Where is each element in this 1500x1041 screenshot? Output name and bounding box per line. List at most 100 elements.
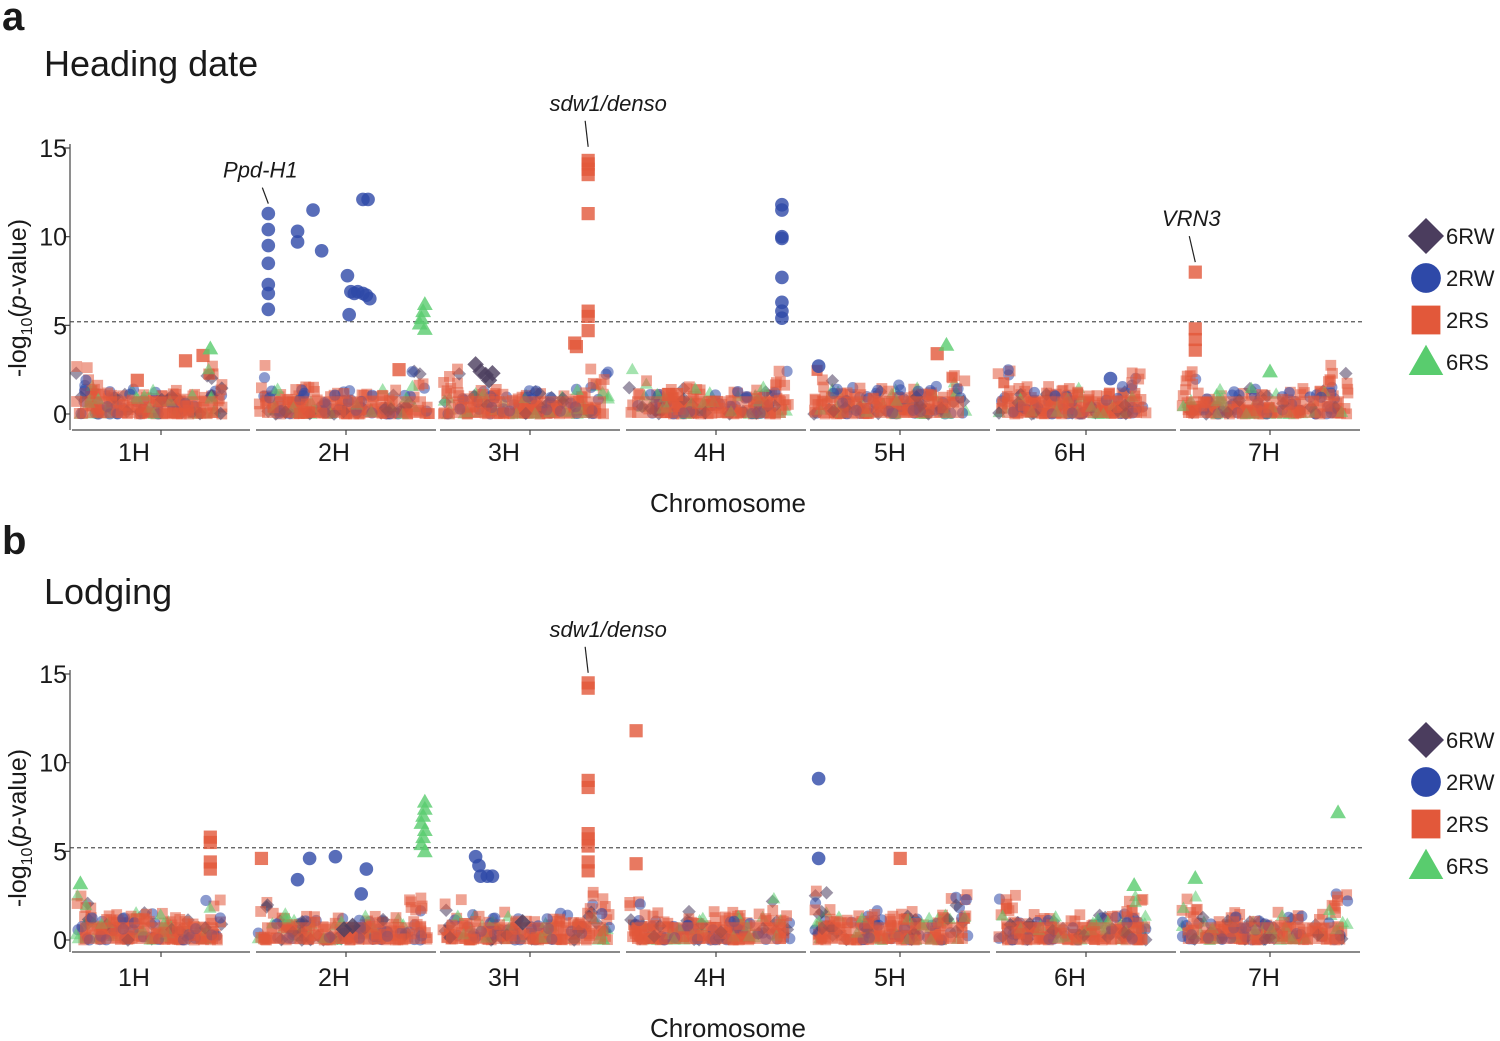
snp-point: [658, 916, 670, 928]
snp-point: [1328, 900, 1340, 912]
snp-point: [71, 396, 82, 407]
snp-cloud: [69, 885, 1354, 947]
snp-point: [203, 901, 217, 913]
snp-point: [841, 387, 853, 399]
snp-point: [709, 912, 721, 924]
snp-point: [1118, 389, 1130, 401]
x-tick-label: 3H: [488, 964, 520, 992]
data-point-6RS: [1126, 877, 1143, 891]
snp-point: [141, 908, 152, 920]
series-2RS: [203, 676, 907, 878]
snp-point: [809, 904, 821, 916]
snp-point: [1003, 385, 1015, 397]
snp-point: [89, 383, 100, 395]
snp-point: [1013, 383, 1025, 394]
legend: 6RW 2RW 2RS 6RS: [1408, 722, 1495, 879]
data-point-2RW: [472, 858, 486, 873]
snp-density-band: [632, 922, 786, 944]
data-point-2RS: [1188, 265, 1202, 279]
snp-point: [1134, 368, 1146, 380]
snp-point: [751, 384, 763, 396]
snp-point: [258, 372, 271, 384]
snp-point: [949, 898, 964, 913]
data-point-2RW: [290, 872, 305, 887]
snp-point: [71, 361, 83, 372]
snp-point: [489, 388, 501, 399]
x-tick-label: 2H: [318, 964, 350, 992]
snp-point: [958, 912, 970, 924]
data-point-2RS: [581, 681, 595, 695]
legend-label: 6RW: [1446, 224, 1495, 249]
y-tick-label: 15: [39, 135, 67, 163]
snp-density-band: [818, 396, 964, 418]
data-point-2RW: [775, 270, 789, 285]
snp-point: [1176, 901, 1190, 913]
snp-point: [1313, 914, 1325, 925]
snp-density-band: [262, 396, 426, 418]
series-6RW: [335, 914, 531, 938]
data-point-2RW: [290, 224, 305, 239]
snp-point: [810, 885, 822, 897]
snp-point: [585, 912, 597, 924]
data-point-2RS: [581, 324, 595, 338]
snp-point: [883, 385, 895, 397]
snp-point: [1103, 387, 1115, 399]
data-point-2RW: [362, 291, 377, 306]
snp-point: [854, 382, 866, 394]
snp-point: [625, 406, 637, 418]
snp-point: [214, 894, 226, 906]
data-point-6RS: [416, 320, 433, 335]
snp-point: [1192, 387, 1204, 399]
snp-point: [1332, 891, 1343, 903]
snp-point: [1341, 895, 1354, 907]
legend-label: 2RS: [1446, 308, 1489, 333]
snp-point: [1341, 408, 1353, 420]
snp-point: [117, 390, 128, 402]
snp-point: [1177, 916, 1189, 928]
snp-point: [1322, 903, 1336, 915]
snp-point: [922, 911, 936, 924]
snp-point: [332, 912, 344, 924]
snp-cloud: [69, 359, 1354, 421]
snp-point: [779, 379, 791, 391]
snp-point: [959, 375, 971, 387]
snp-point: [499, 906, 511, 918]
snp-point: [1074, 909, 1086, 921]
x-tick-label: 5H: [874, 964, 906, 992]
snp-point: [1186, 366, 1198, 378]
snp-point: [587, 886, 599, 898]
snp-point: [949, 370, 960, 381]
snp-point: [1043, 381, 1055, 392]
snp-point: [267, 907, 279, 919]
snp-point: [452, 363, 463, 375]
snp-point: [278, 912, 292, 924]
snp-point: [681, 383, 693, 395]
snp-density-band: [1186, 922, 1344, 944]
snp-point: [208, 900, 220, 912]
snp-point: [473, 910, 485, 922]
data-point-2RS: [178, 354, 193, 368]
snp-point: [1136, 934, 1148, 945]
data-point-2RW: [811, 359, 826, 373]
snp-point: [338, 387, 350, 399]
snp-density-band: [818, 922, 964, 944]
snp-point: [1139, 921, 1151, 933]
data-point-2RS: [1188, 322, 1202, 336]
data-point-6RS: [415, 829, 432, 844]
panel-title: Heading date: [44, 43, 258, 84]
data-point-6RS: [938, 336, 955, 351]
x-tick-label: 3H: [488, 439, 520, 467]
y-tick-label: 5: [53, 838, 67, 866]
data-point-2RW: [340, 268, 355, 283]
snp-point: [1180, 375, 1192, 387]
snp-point: [1049, 910, 1063, 922]
snp-point: [390, 912, 402, 923]
snp-point: [853, 910, 865, 922]
snp-point: [831, 383, 843, 395]
legend-marker-6RS: [1408, 344, 1444, 375]
snp-point: [1083, 390, 1095, 402]
y-axis-label: -log10(p-value): [4, 749, 36, 907]
x-tick-label: 6H: [1054, 439, 1086, 467]
annotations: sdw1/denso: [549, 617, 667, 673]
legend-marker-6RW: [1408, 722, 1444, 758]
